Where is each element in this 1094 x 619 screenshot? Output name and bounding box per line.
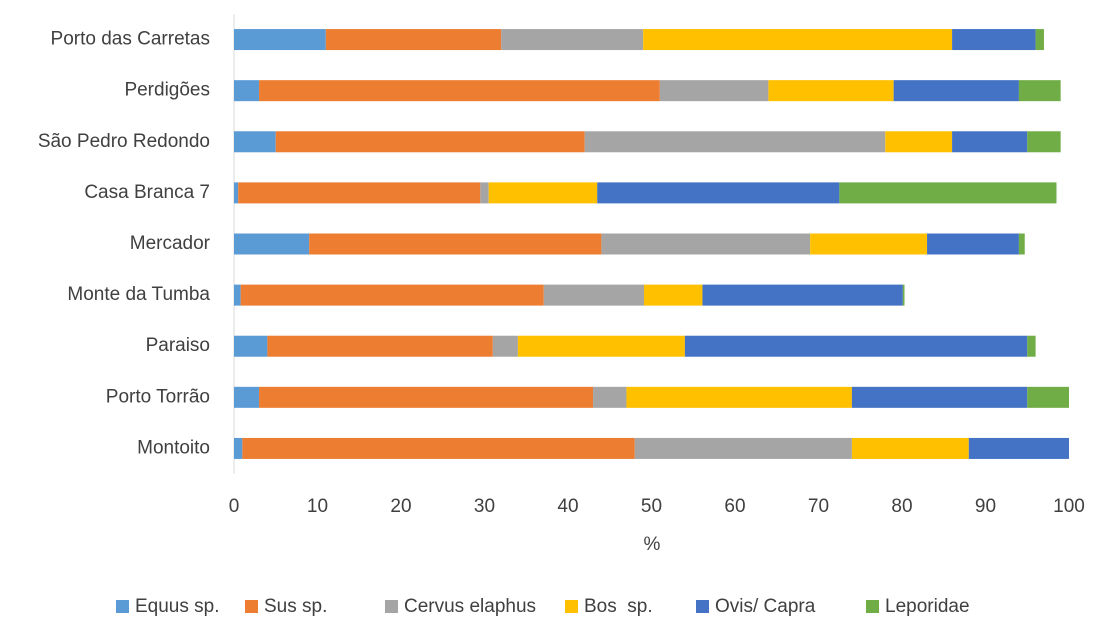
y-tick-label: Porto Torrão (106, 386, 210, 407)
bar-segment (325, 29, 502, 51)
x-tick-label: 40 (557, 496, 578, 517)
bar-segment (1027, 386, 1069, 408)
bar-segment (234, 131, 276, 153)
legend-swatch (116, 600, 129, 613)
legend-swatch (245, 600, 258, 613)
x-axis-label: % (644, 534, 661, 555)
bar-segment (234, 437, 243, 459)
legend-swatch (385, 600, 398, 613)
x-tick-label: 50 (641, 496, 662, 517)
bar-segment (851, 386, 1028, 408)
y-tick-label: Paraiso (146, 335, 210, 356)
bar-segment (952, 29, 1036, 51)
bar-segment (234, 335, 268, 357)
bar-segment (492, 335, 518, 357)
bar-segment (309, 233, 602, 255)
legend-label: Sus sp. (264, 596, 327, 617)
x-tick-label: 20 (390, 496, 411, 517)
bar-segment (501, 29, 644, 51)
y-tick-label: São Pedro Redondo (38, 131, 210, 152)
y-tick-label: Casa Branca 7 (84, 182, 210, 203)
bar-segment (259, 386, 594, 408)
bar-segment (584, 131, 886, 153)
bar-segment (968, 437, 1069, 459)
bar-segment (234, 80, 260, 102)
y-tick-label: Monte da Tumba (67, 284, 210, 305)
bar-segment (601, 233, 811, 255)
bar-segment (238, 182, 481, 204)
x-tick-label: 0 (229, 496, 240, 517)
bar-segment (702, 284, 903, 306)
legend-label: Equus sp. (135, 596, 220, 617)
bar-segment (839, 182, 1057, 204)
bar-segment (1035, 29, 1044, 51)
legend-label: Cervus elaphus (404, 596, 536, 617)
bar-segment (1027, 335, 1036, 357)
bar-segment (927, 233, 1019, 255)
bar-segment (952, 131, 1028, 153)
bar-segment (597, 182, 840, 204)
bar-segment (240, 284, 544, 306)
bar-segment (1027, 131, 1061, 153)
bar-segment (643, 29, 953, 51)
bar-segment (267, 335, 493, 357)
x-tick-label: 70 (808, 496, 829, 517)
bar-segment (1018, 80, 1061, 102)
bar-segment (234, 182, 239, 204)
bar-segment (234, 233, 310, 255)
bar-segment (234, 284, 241, 306)
legend-swatch (696, 600, 709, 613)
bar-segment (234, 386, 260, 408)
legend-swatch (565, 600, 578, 613)
bar-segment (517, 335, 685, 357)
bar-segment (684, 335, 1028, 357)
legend-swatch (866, 600, 879, 613)
x-tick-label: 10 (307, 496, 328, 517)
bar-segment (480, 182, 489, 204)
bar-segment (634, 437, 852, 459)
x-tick-label: 30 (474, 496, 495, 517)
legend-label: Ovis/ Capra (715, 596, 816, 617)
y-tick-label: Porto das Carretas (51, 29, 210, 50)
bar-segment (893, 80, 1019, 102)
bar-segment (259, 80, 660, 102)
x-tick-label: 60 (724, 496, 745, 517)
x-tick-label: 100 (1053, 496, 1085, 517)
y-tick-label: Montoito (137, 437, 210, 458)
bar-segment (1018, 233, 1025, 255)
bar-segment (488, 182, 598, 204)
bar-segment (659, 80, 769, 102)
bar-segment (234, 29, 326, 51)
bar-segment (275, 131, 585, 153)
legend-label: Leporidae (885, 596, 970, 617)
bar-segment (902, 284, 905, 306)
bar-segment (626, 386, 852, 408)
x-tick-label: 80 (891, 496, 912, 517)
bar-segment (593, 386, 627, 408)
bar-segment (885, 131, 953, 153)
bar-segment (242, 437, 635, 459)
bar-segment (768, 80, 894, 102)
y-tick-label: Perdigões (124, 80, 210, 101)
legend-label: Bos sp. (584, 596, 653, 617)
y-tick-label: Mercador (130, 233, 211, 254)
bar-segment (643, 284, 703, 306)
bar-segment (810, 233, 928, 255)
bar-segment (543, 284, 644, 306)
bar-segment (851, 437, 969, 459)
x-tick-label: 90 (975, 496, 996, 517)
